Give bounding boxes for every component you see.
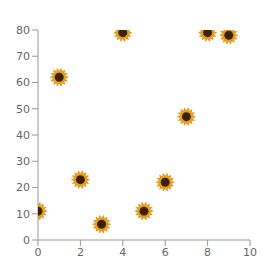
svg-text:2: 2 xyxy=(77,246,84,259)
svg-text:4: 4 xyxy=(119,246,126,259)
svg-text:70: 70 xyxy=(16,50,30,63)
svg-text:0: 0 xyxy=(23,234,30,247)
svg-text:0: 0 xyxy=(35,246,42,259)
svg-text:8: 8 xyxy=(204,246,211,259)
svg-text:30: 30 xyxy=(16,155,30,168)
svg-text:50: 50 xyxy=(16,103,30,116)
svg-text:6: 6 xyxy=(162,246,169,259)
svg-text:10: 10 xyxy=(243,246,257,259)
svg-text:60: 60 xyxy=(16,76,30,89)
svg-text:80: 80 xyxy=(16,24,30,37)
svg-text:20: 20 xyxy=(16,181,30,194)
svg-text:40: 40 xyxy=(16,129,30,142)
svg-text:10: 10 xyxy=(16,208,30,221)
